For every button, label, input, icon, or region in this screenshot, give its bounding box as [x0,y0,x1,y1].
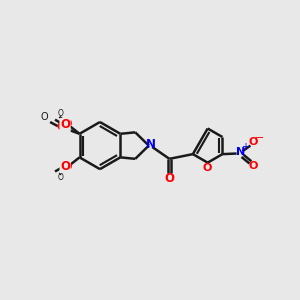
Text: O: O [60,118,70,131]
Text: O: O [248,137,257,147]
Text: O: O [58,173,64,182]
Text: N: N [236,147,245,158]
Text: O: O [58,109,64,118]
Text: O: O [164,172,174,185]
Text: O: O [57,122,66,132]
Text: O: O [62,119,72,129]
Text: O: O [60,160,70,173]
Text: −: − [255,133,264,143]
Text: N: N [146,139,156,152]
Text: O: O [203,163,212,173]
Text: O: O [62,162,72,172]
Text: O: O [248,161,257,171]
Text: O: O [41,112,48,122]
Text: +: + [241,142,249,152]
